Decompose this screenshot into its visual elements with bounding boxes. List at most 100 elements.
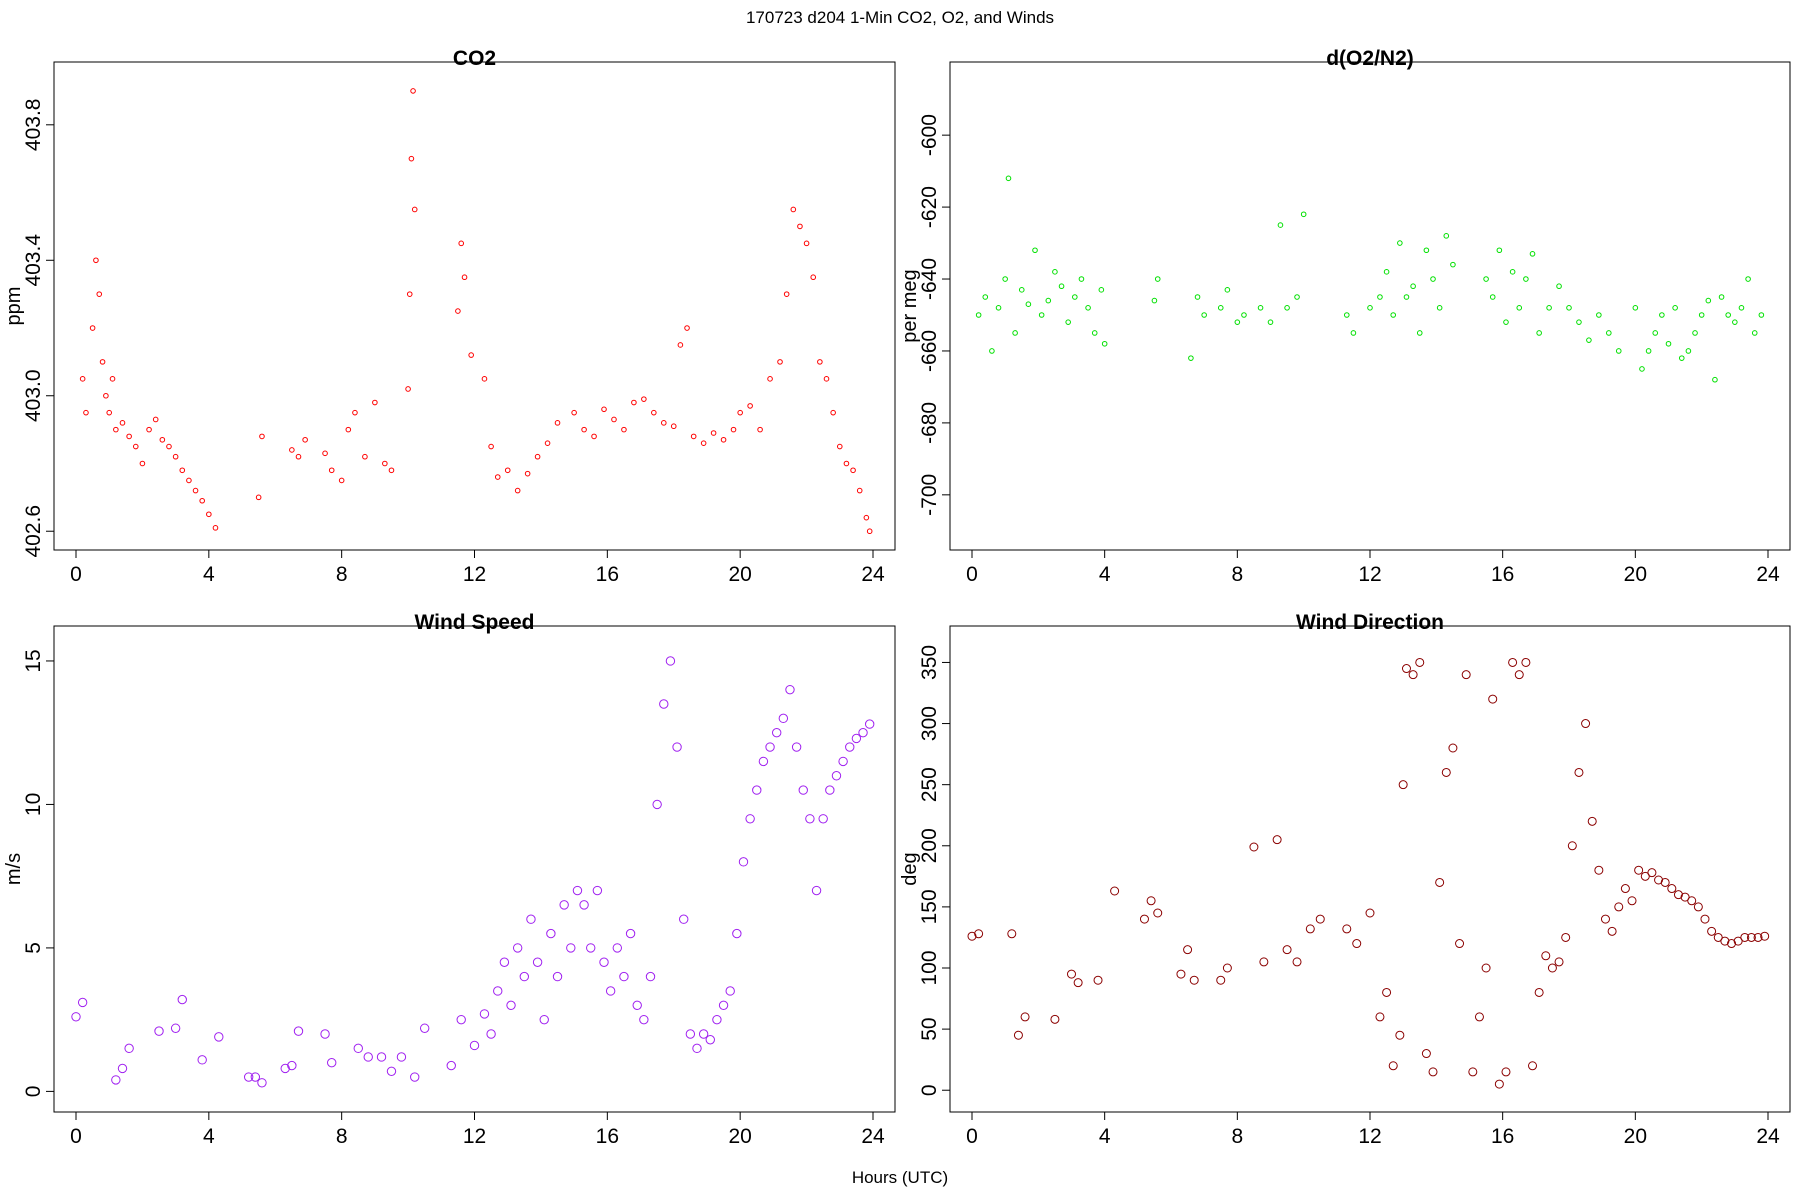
x-tick-label-co2: 24	[861, 563, 885, 586]
data-point-co2	[850, 467, 856, 474]
data-point-wind-direction	[1574, 767, 1584, 777]
data-point-wind-direction	[1388, 1061, 1398, 1071]
data-point-wind-direction	[1740, 932, 1750, 942]
data-point-o2n2	[1596, 312, 1602, 318]
data-point-co2	[601, 406, 607, 413]
data-point-wind-speed	[572, 885, 583, 896]
data-point-wind-speed	[811, 885, 822, 896]
y-tick-label-wind-direction: 250	[918, 767, 941, 802]
data-point-o2n2	[1509, 269, 1516, 275]
data-point-wind-direction	[1760, 931, 1770, 941]
panel-title-co2: CO2	[453, 47, 496, 70]
data-point-wind-direction	[1282, 945, 1292, 955]
data-point-wind-speed	[486, 1029, 496, 1039]
y-tick-label-co2: 403.4	[22, 234, 45, 287]
data-point-o2n2	[1423, 247, 1430, 254]
y-tick-label-wind-speed: 10	[22, 793, 45, 816]
data-point-wind-direction	[1514, 670, 1524, 680]
data-point-wind-speed	[257, 1078, 267, 1088]
x-tick-label-o2n2: 20	[1624, 563, 1647, 586]
data-point-co2	[660, 420, 667, 426]
data-point-o2n2	[1712, 376, 1718, 383]
data-point-co2	[767, 376, 773, 382]
data-point-co2	[481, 376, 488, 382]
data-point-wind-speed	[778, 713, 789, 724]
y-tick-label-co2: 402.6	[22, 505, 45, 558]
data-point-o2n2	[1615, 348, 1622, 354]
data-point-wind-speed	[586, 943, 596, 953]
data-point-wind-speed	[512, 943, 523, 953]
data-point-co2	[103, 392, 109, 399]
data-point-o2n2	[1652, 330, 1659, 336]
data-point-wind-speed	[287, 1060, 297, 1071]
data-point-o2n2	[995, 304, 1002, 311]
y-axis-label-co2: ppm	[3, 287, 25, 326]
data-point-o2n2	[1350, 330, 1357, 336]
data-point-co2	[146, 426, 152, 433]
data-point-co2	[119, 420, 126, 426]
data-point-o2n2	[1436, 304, 1443, 311]
data-point-wind-speed	[672, 742, 682, 752]
data-point-o2n2	[1005, 175, 1012, 182]
data-point-o2n2	[1443, 233, 1450, 239]
x-tick-label-wind-speed: 16	[596, 1125, 619, 1148]
data-point-co2	[863, 514, 870, 521]
data-point-co2	[455, 308, 461, 314]
data-point-o2n2	[1085, 304, 1091, 311]
data-point-o2n2	[1672, 304, 1678, 311]
data-point-o2n2	[989, 348, 995, 354]
data-point-wind-direction	[1249, 842, 1259, 852]
data-point-o2n2	[1058, 283, 1065, 290]
data-point-o2n2	[1078, 276, 1085, 282]
data-point-wind-speed	[771, 727, 782, 738]
data-point-co2	[757, 426, 763, 433]
y-tick-label-o2n2: -700	[918, 474, 941, 516]
data-point-wind-direction	[1534, 987, 1544, 997]
y-tick-label-wind-direction: 0	[918, 1084, 941, 1096]
data-point-co2	[544, 440, 551, 446]
data-point-wind-direction	[1067, 969, 1076, 979]
plot-frame-wind-direction	[949, 625, 1791, 1113]
data-point-o2n2	[1745, 276, 1751, 282]
data-point-co2	[737, 409, 743, 416]
x-tick-label-co2: 16	[596, 563, 619, 586]
data-point-o2n2	[1576, 319, 1582, 325]
data-point-co2	[468, 352, 474, 358]
data-point-co2	[352, 409, 358, 416]
data-point-co2	[790, 206, 797, 213]
data-point-wind-direction	[1528, 1061, 1538, 1071]
data-point-co2	[372, 399, 378, 406]
data-point-wind-direction	[1547, 963, 1557, 973]
data-point-o2n2	[1098, 287, 1105, 293]
data-point-wind-speed	[77, 997, 88, 1008]
data-point-co2	[810, 274, 817, 281]
data-point-wind-direction	[1183, 945, 1193, 955]
y-tick-label-o2n2: -680	[918, 402, 941, 444]
chart-panels: CO2 ppm 0 4 8 12 16 20 24 402.6 403.0 403.4 403.8 d(O…	[3, 47, 1791, 1148]
data-point-wind-speed	[546, 928, 556, 939]
data-point-o2n2	[1410, 283, 1416, 290]
data-point-wind-direction	[1189, 975, 1199, 985]
data-point-wind-direction	[1222, 963, 1232, 973]
data-point-wind-speed	[293, 1026, 304, 1036]
data-point-wind-speed	[559, 900, 569, 910]
data-point-wind-direction	[1259, 957, 1269, 967]
data-point-o2n2	[982, 294, 989, 300]
data-point-co2	[494, 474, 501, 480]
data-point-o2n2	[1032, 247, 1038, 254]
data-point-co2	[817, 359, 823, 365]
data-point-wind-direction	[1488, 694, 1498, 704]
data-point-wind-speed	[386, 1066, 397, 1077]
x-tick-label-o2n2: 12	[1358, 563, 1381, 586]
y-tick-label-o2n2: -600	[918, 114, 941, 156]
data-point-wind-speed	[745, 814, 755, 824]
data-point-co2	[99, 359, 106, 365]
data-point-o2n2	[1645, 348, 1652, 354]
data-point-o2n2	[1586, 337, 1592, 343]
data-point-o2n2	[1201, 312, 1207, 318]
data-point-co2	[192, 487, 199, 494]
data-point-wind-speed	[71, 1012, 81, 1022]
data-point-co2	[96, 291, 103, 297]
x-tick-label-o2n2: 0	[966, 563, 978, 586]
data-point-o2n2	[1529, 251, 1536, 257]
